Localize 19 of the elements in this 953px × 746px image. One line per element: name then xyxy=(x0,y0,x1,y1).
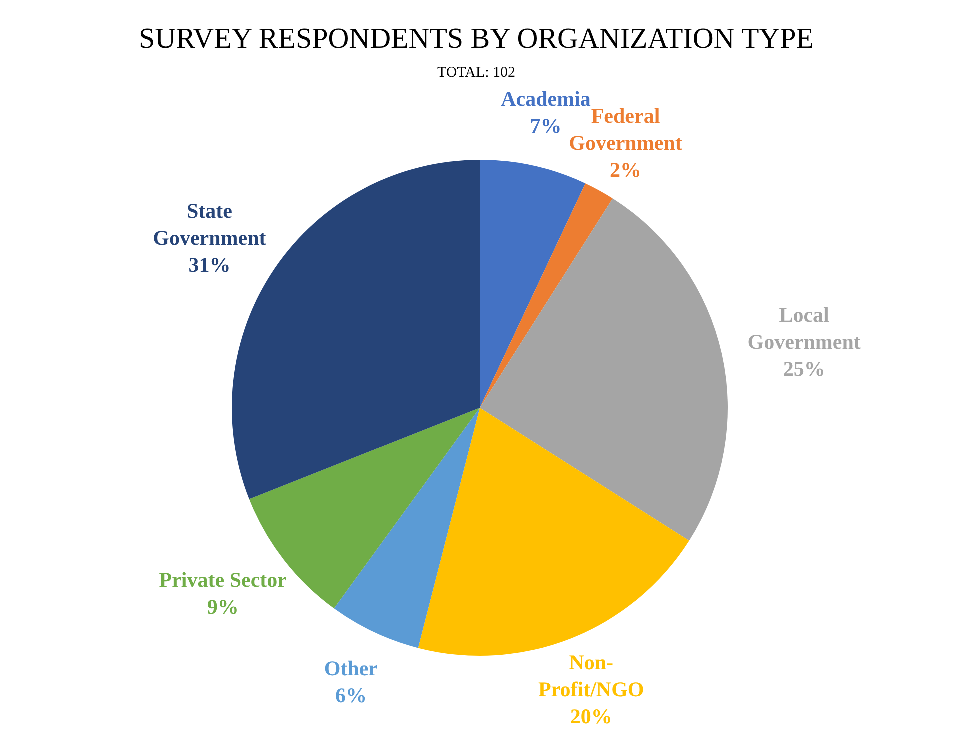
slice-label: Local Government xyxy=(748,303,861,354)
slice-label: Private Sector xyxy=(159,568,287,592)
data-label: 6% xyxy=(335,683,367,708)
data-label: 31% xyxy=(188,252,231,277)
pie-slice xyxy=(334,408,480,648)
chart-subtitle: TOTAL: 102 xyxy=(437,65,516,81)
slice-label: State Government xyxy=(153,198,266,250)
data-label: 20% xyxy=(570,704,612,728)
chart-title: SURVEY RESPONDENTS BY ORGANIZATION TYPE xyxy=(139,23,814,55)
pie-slice xyxy=(480,198,728,541)
pie-slice xyxy=(480,160,586,408)
slice-label: Non-Profit/NGO xyxy=(538,650,644,702)
data-label: 7% xyxy=(530,114,562,138)
pie-slice xyxy=(480,184,613,408)
pie-slice xyxy=(418,408,690,656)
slice-label: Other xyxy=(324,656,378,680)
data-label: 2% xyxy=(610,158,642,182)
data-label: 25% xyxy=(783,357,826,381)
data-label: 9% xyxy=(207,594,239,619)
